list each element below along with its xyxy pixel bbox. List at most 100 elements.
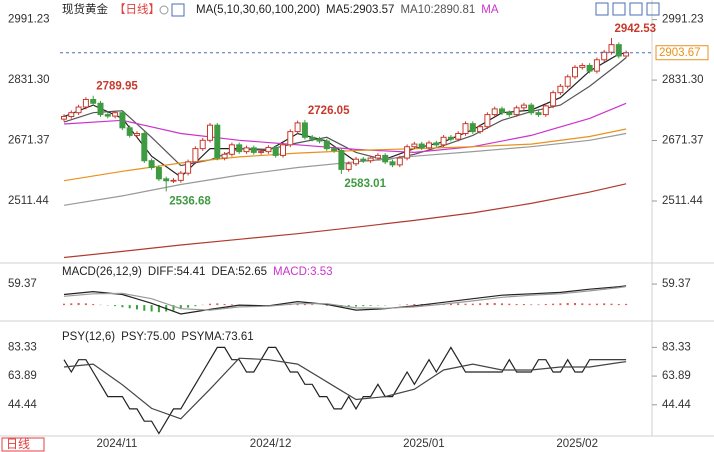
candle-body bbox=[528, 104, 535, 114]
candle-body bbox=[126, 127, 133, 136]
candle-body bbox=[345, 163, 352, 170]
y-tick-label: 2511.44 bbox=[8, 195, 49, 207]
indicator-title: PSY(12,6) bbox=[62, 331, 115, 343]
macd-bar bbox=[150, 305, 153, 312]
macd-bar bbox=[501, 303, 503, 306]
y-tick-label: 59.37 bbox=[8, 278, 37, 290]
y-tick-label: 2511.44 bbox=[662, 195, 703, 207]
macd-bar bbox=[92, 304, 95, 306]
candle-body bbox=[90, 98, 97, 104]
macd-bar bbox=[362, 305, 365, 307]
macd-bar bbox=[136, 305, 138, 310]
candle-body bbox=[572, 66, 578, 78]
macd-bar bbox=[581, 303, 584, 306]
extreme-label: 2583.01 bbox=[344, 178, 386, 190]
candle-body bbox=[447, 136, 454, 140]
legend-entry: MA10:2890.81 bbox=[400, 4, 475, 16]
candle-body bbox=[250, 147, 257, 153]
candle-body bbox=[331, 148, 338, 151]
candle-body bbox=[426, 142, 432, 149]
candle-body bbox=[601, 51, 608, 61]
y-tick-label: 2831.30 bbox=[8, 74, 50, 86]
legend-entry: PSY:75.00 bbox=[121, 331, 175, 343]
extreme-label: 2726.05 bbox=[308, 105, 350, 117]
zoom-button[interactable] bbox=[612, 2, 626, 16]
macd-bar bbox=[552, 303, 555, 306]
candle-body bbox=[382, 154, 389, 163]
candle-body bbox=[61, 115, 67, 120]
macd-bar bbox=[84, 303, 87, 306]
period-box[interactable] bbox=[1, 437, 45, 452]
ma-line bbox=[63, 102, 627, 154]
candle-body bbox=[586, 64, 593, 72]
candle-body bbox=[550, 92, 557, 107]
candle-body bbox=[104, 114, 111, 117]
candle-body bbox=[535, 112, 542, 116]
y-tick-label: 63.89 bbox=[662, 370, 691, 382]
legend-entry: MACD:3.53 bbox=[273, 266, 332, 278]
macd-bar bbox=[179, 305, 182, 310]
toolbar bbox=[595, 2, 660, 16]
macd-bar bbox=[216, 303, 219, 306]
candle-body bbox=[615, 44, 622, 57]
macd-bar bbox=[413, 304, 416, 306]
ma-line bbox=[63, 57, 627, 167]
macd-bar bbox=[369, 305, 372, 306]
candle-body bbox=[207, 124, 213, 141]
candle-body bbox=[163, 178, 170, 182]
macd-bar bbox=[595, 303, 598, 306]
macd-bar bbox=[559, 303, 562, 306]
macd-line bbox=[63, 285, 627, 315]
move-button[interactable] bbox=[646, 2, 660, 16]
psy-line bbox=[63, 357, 627, 420]
candle-body bbox=[469, 123, 476, 133]
ma-line bbox=[63, 132, 627, 206]
indicator-label: MA(5,10,30,60,100,200) bbox=[196, 4, 320, 16]
candle-body bbox=[564, 76, 571, 87]
macd-bar bbox=[187, 305, 190, 308]
legend-entry: MA5:2903.57 bbox=[326, 4, 394, 16]
macd-bar bbox=[194, 305, 197, 307]
settings-icon bbox=[159, 5, 169, 15]
move-button[interactable] bbox=[629, 2, 643, 16]
candle-body bbox=[309, 136, 316, 140]
candle-body bbox=[374, 154, 381, 159]
candle-body bbox=[484, 114, 491, 128]
candle-body bbox=[280, 144, 286, 156]
ma-icon bbox=[171, 3, 185, 17]
candle-body bbox=[323, 140, 330, 150]
candle-body bbox=[499, 108, 505, 114]
candle-body bbox=[82, 98, 89, 108]
legend-entry: MA bbox=[481, 4, 499, 16]
period-footer[interactable]: 日线 bbox=[6, 437, 30, 451]
candle-body bbox=[141, 132, 148, 162]
y-tick-label: 44.44 bbox=[8, 399, 37, 411]
candle-body bbox=[411, 143, 418, 148]
y-tick-label: 59.37 bbox=[662, 278, 691, 290]
candle-body bbox=[579, 64, 586, 68]
candle-body bbox=[258, 151, 265, 153]
y-tick-label: 2991.23 bbox=[8, 14, 50, 26]
macd-bar bbox=[493, 302, 496, 306]
legend-entry: DEA:52.65 bbox=[211, 266, 267, 278]
x-tick-label: 2024/11 bbox=[97, 438, 138, 450]
macd-bar bbox=[325, 305, 328, 306]
candle-body bbox=[68, 112, 75, 117]
macd-bar bbox=[77, 302, 80, 306]
candle-body bbox=[557, 85, 564, 94]
extreme-label: 2942.53 bbox=[615, 23, 657, 35]
x-tick-label: 2025/01 bbox=[403, 438, 445, 450]
candle-body bbox=[491, 108, 498, 116]
macd-bar bbox=[515, 304, 518, 306]
macd-bar bbox=[522, 304, 525, 306]
macd-bar bbox=[114, 305, 117, 307]
zoom-button[interactable] bbox=[595, 2, 609, 16]
macd-bar bbox=[486, 302, 489, 306]
macd-bar bbox=[355, 305, 357, 307]
last-price-box bbox=[655, 45, 709, 61]
candle-body bbox=[112, 112, 119, 117]
candle-body bbox=[455, 132, 462, 140]
macd-bar bbox=[457, 303, 460, 306]
candle-body bbox=[418, 143, 425, 149]
macd-bar bbox=[479, 303, 482, 306]
